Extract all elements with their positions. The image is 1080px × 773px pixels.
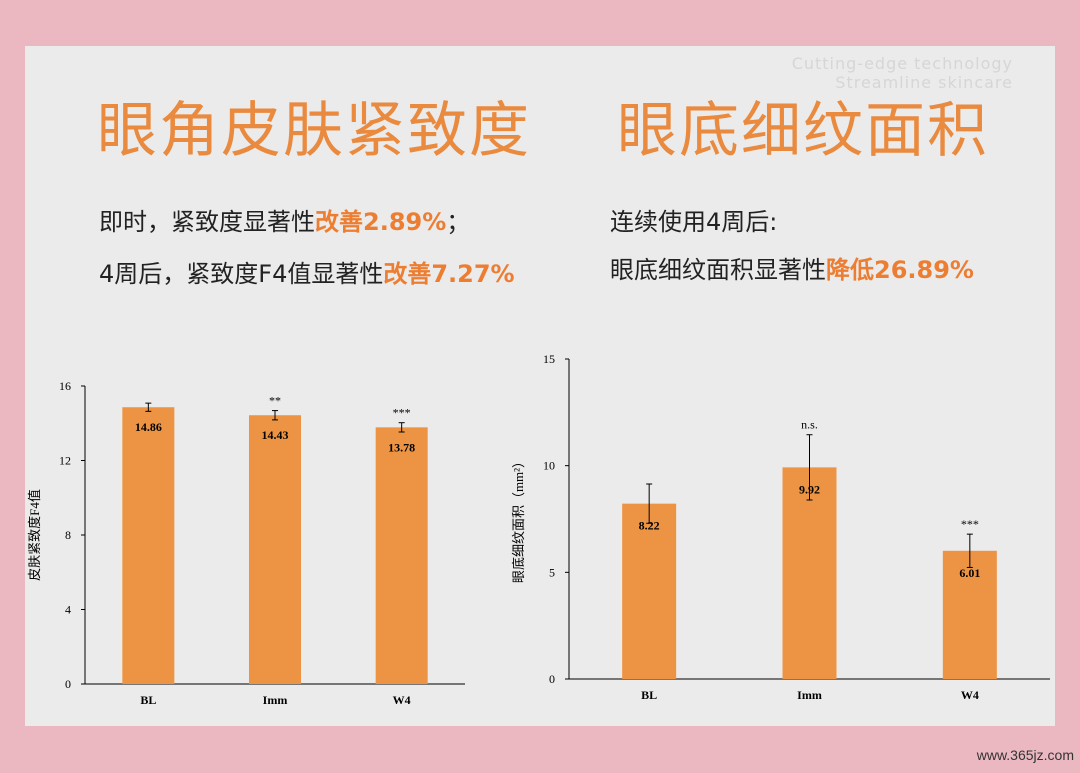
x-tick-label: BL bbox=[641, 688, 657, 702]
left-stat-1-highlight: 改善2.89% bbox=[315, 208, 447, 236]
data-label: 14.86 bbox=[135, 420, 162, 434]
data-label: 13.78 bbox=[388, 440, 415, 454]
left-stat-line-1: 即时，紧致度显著性改善2.89%； bbox=[99, 202, 470, 237]
y-tick-label: 8 bbox=[65, 528, 71, 542]
left-stat-2-prefix: 4周后，紧致度F4值显著性 bbox=[99, 260, 384, 288]
y-tick-label: 5 bbox=[549, 565, 555, 579]
x-tick-label: W4 bbox=[393, 693, 411, 707]
y-axis-title: 眼底细纹面积（mm²） bbox=[511, 455, 526, 583]
y-tick-label: 12 bbox=[59, 454, 71, 468]
y-tick-label: 16 bbox=[59, 379, 71, 393]
y-tick-label: 0 bbox=[65, 677, 71, 691]
left-title: 眼角皮肤紧致度 bbox=[97, 96, 531, 166]
left-stat-1-prefix: 即时，紧致度显著性 bbox=[99, 208, 315, 236]
bar bbox=[942, 550, 997, 679]
y-tick-label: 4 bbox=[65, 603, 71, 617]
right-stat-line-2: 眼底细纹面积显著性降低26.89% bbox=[610, 250, 974, 285]
wrinkle-area-bar-chart: 0 5 10 15 眼底细纹面积（mm²） 8.22 BL 9.92 n.s. Imm 6.01 **… bbox=[511, 352, 1050, 702]
bar bbox=[375, 427, 428, 684]
data-label: 6.01 bbox=[959, 566, 980, 580]
data-label: 8.22 bbox=[639, 519, 660, 533]
x-tick-label: Imm bbox=[263, 693, 288, 707]
significance-label: *** bbox=[961, 517, 979, 531]
watermark: Cutting-edge technology Streamline skinc… bbox=[792, 54, 1013, 92]
right-stat-2-highlight: 降低26.89% bbox=[826, 256, 974, 284]
y-tick-label: 0 bbox=[549, 672, 555, 686]
x-tick-label: W4 bbox=[961, 688, 979, 702]
bar bbox=[249, 415, 301, 684]
y-tick-label: 10 bbox=[543, 459, 555, 473]
right-stat-line-1: 连续使用4周后: bbox=[610, 208, 778, 236]
data-label: 14.43 bbox=[262, 428, 289, 442]
firmness-bar-chart: 0 4 8 12 16 皮肤紧致度F4值 14.86 BL 14.43 ** Imm 13.78 ***… bbox=[27, 379, 465, 707]
x-tick-label: BL bbox=[140, 693, 156, 707]
right-stat-2-prefix: 眼底细纹面积显著性 bbox=[610, 256, 826, 284]
watermark-line-2: Streamline skincare bbox=[835, 73, 1013, 92]
left-stat-line-2: 4周后，紧致度F4值显著性改善7.27% bbox=[99, 254, 515, 289]
significance-label: n.s. bbox=[801, 418, 818, 432]
y-tick-label: 15 bbox=[543, 352, 555, 366]
bar bbox=[122, 407, 175, 684]
left-stat-1-suffix: ； bbox=[446, 208, 471, 236]
x-tick-label: Imm bbox=[797, 688, 822, 702]
content-panel: Cutting-edge technology Streamline skinc… bbox=[25, 46, 1055, 726]
right-title: 眼底细纹面积 bbox=[617, 96, 989, 166]
data-label: 9.92 bbox=[799, 482, 820, 496]
left-stat-2-highlight: 改善7.27% bbox=[383, 260, 515, 288]
significance-label: *** bbox=[393, 406, 411, 420]
watermark-line-1: Cutting-edge technology bbox=[791, 54, 1013, 73]
significance-label: ** bbox=[269, 394, 281, 408]
site-watermark: www.365jz.com bbox=[976, 747, 1074, 763]
bar bbox=[782, 467, 837, 679]
y-axis-title: 皮肤紧致度F4值 bbox=[27, 489, 42, 581]
bar bbox=[622, 503, 677, 679]
